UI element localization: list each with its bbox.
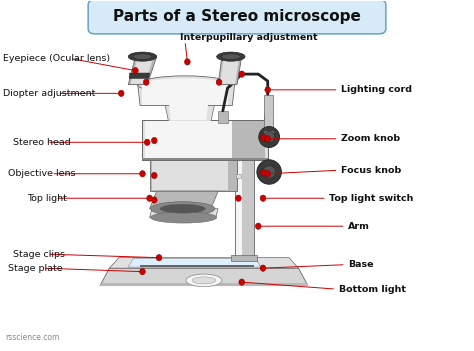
Polygon shape [264,131,273,134]
Text: Arm: Arm [348,222,370,231]
Ellipse shape [192,277,216,284]
Ellipse shape [257,160,282,184]
Ellipse shape [152,137,157,144]
Ellipse shape [145,139,150,145]
Polygon shape [220,57,239,84]
FancyBboxPatch shape [231,255,257,261]
Text: Bottom light: Bottom light [338,285,406,294]
Ellipse shape [259,127,280,147]
Polygon shape [128,259,261,267]
Ellipse shape [260,265,266,271]
Ellipse shape [264,131,275,143]
Polygon shape [143,85,228,105]
Text: Parts of a Stereo microscope: Parts of a Stereo microscope [113,9,361,24]
Polygon shape [128,57,156,85]
Text: Focus knob: Focus knob [341,166,401,175]
Polygon shape [100,268,308,286]
Ellipse shape [152,172,157,179]
Ellipse shape [265,87,271,93]
Ellipse shape [261,134,266,141]
Ellipse shape [133,67,138,74]
Polygon shape [168,99,209,120]
Polygon shape [145,121,232,159]
FancyBboxPatch shape [218,111,228,123]
Polygon shape [218,57,242,85]
Ellipse shape [221,54,240,59]
Polygon shape [232,121,265,159]
Ellipse shape [133,54,152,59]
Text: Base: Base [348,260,374,269]
Ellipse shape [184,59,190,65]
Ellipse shape [128,52,156,61]
Text: Lighting cord: Lighting cord [341,85,412,94]
Ellipse shape [265,171,271,177]
FancyBboxPatch shape [88,0,386,34]
Ellipse shape [151,202,215,216]
Ellipse shape [236,195,241,201]
FancyBboxPatch shape [264,95,273,133]
Polygon shape [140,265,254,267]
Text: Stereo head: Stereo head [12,138,70,147]
Ellipse shape [138,76,232,93]
Ellipse shape [255,223,261,229]
Ellipse shape [160,204,205,213]
Text: Stage clips: Stage clips [12,250,64,259]
Polygon shape [150,209,218,218]
Text: Top light switch: Top light switch [329,194,413,203]
Text: Stage plate: Stage plate [8,264,63,273]
Ellipse shape [140,269,146,275]
Text: Objective lens: Objective lens [8,169,75,178]
Polygon shape [143,120,268,160]
Polygon shape [131,57,154,84]
Polygon shape [150,160,237,191]
Ellipse shape [263,166,276,178]
Ellipse shape [140,171,146,177]
Ellipse shape [217,52,245,61]
Text: rsscience.com: rsscience.com [5,332,60,342]
Ellipse shape [147,195,153,201]
Polygon shape [150,191,218,209]
Polygon shape [164,99,216,121]
Polygon shape [129,73,150,78]
Ellipse shape [156,254,162,261]
Text: Interpupillary adjustment: Interpupillary adjustment [180,33,318,42]
FancyBboxPatch shape [231,130,257,135]
Ellipse shape [265,135,271,142]
Ellipse shape [216,79,222,85]
Ellipse shape [239,279,245,285]
Ellipse shape [144,79,149,85]
Ellipse shape [261,170,266,176]
Polygon shape [138,85,235,106]
Text: Eyepiece (Ocular lens): Eyepiece (Ocular lens) [3,54,110,63]
Ellipse shape [260,195,266,201]
Text: Diopter adjustment: Diopter adjustment [3,89,95,98]
Polygon shape [100,283,308,286]
Ellipse shape [151,212,217,223]
Polygon shape [235,133,254,258]
Ellipse shape [143,78,228,91]
Ellipse shape [118,90,124,97]
Polygon shape [152,161,228,190]
Ellipse shape [152,197,157,203]
Polygon shape [143,158,268,160]
Ellipse shape [186,274,222,287]
Polygon shape [109,258,299,268]
Polygon shape [236,133,242,258]
Text: Top light: Top light [27,194,66,203]
FancyBboxPatch shape [236,174,241,178]
Text: Zoom knob: Zoom knob [341,134,400,143]
Ellipse shape [239,71,245,77]
